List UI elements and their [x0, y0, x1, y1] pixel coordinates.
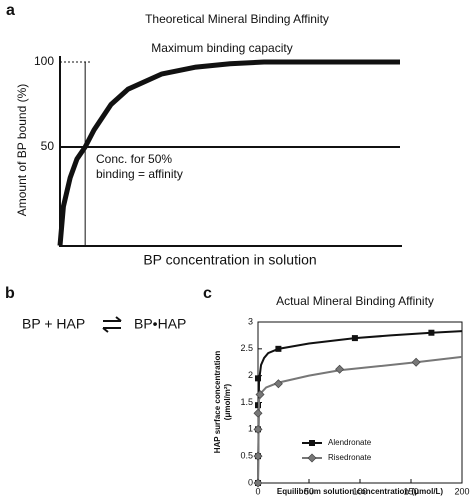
y-tick-label: 0	[248, 477, 253, 487]
y-tick-label: 2	[248, 370, 253, 380]
marker	[275, 345, 282, 352]
marker	[255, 389, 265, 399]
y-tick-label: 2.5	[240, 343, 253, 353]
panel-label: b	[5, 285, 15, 302]
chart-title: Theoretical Mineral Binding Affinity	[145, 12, 329, 26]
fit-line	[257, 355, 463, 484]
y-tick-label: 1.5	[240, 397, 253, 407]
y-tick-label: 50	[41, 139, 55, 153]
x-tick-label: 50	[304, 486, 314, 496]
legend-marker	[307, 453, 317, 463]
y-axis-label: Amount of BP bound (%)	[15, 84, 29, 217]
marker	[428, 329, 435, 336]
marker	[335, 364, 345, 374]
x-tick-label: 0	[255, 486, 260, 496]
annotation: Conc. for 50%	[96, 152, 172, 166]
x-axis-label: BP concentration in solution	[143, 252, 316, 268]
y-tick-label: 100	[34, 54, 54, 68]
reactants: BP + HAP	[22, 316, 85, 332]
binding-curve	[57, 59, 400, 246]
x-tick-label: 200	[454, 486, 469, 496]
marker	[253, 478, 263, 488]
y-tick-label: 0.5	[240, 451, 253, 461]
legend-marker	[309, 440, 315, 446]
y-tick-label: 3	[248, 316, 253, 326]
y-tick-label: 1	[248, 424, 253, 434]
x-axis-label: Equilibrium solution concentration (μmol…	[277, 487, 444, 496]
annotation: Maximum binding capacity	[151, 41, 292, 55]
equilibrium-arrows	[102, 316, 122, 333]
marker	[253, 424, 263, 434]
annotation: binding = affinity	[96, 167, 183, 181]
legend-label: Alendronate	[328, 438, 372, 447]
panel-label: c	[203, 285, 212, 302]
marker	[253, 408, 263, 418]
x-tick-label: 100	[352, 486, 367, 496]
product: BP•HAP	[134, 316, 186, 332]
y-axis-label: (μmol/m²)	[223, 383, 232, 420]
marker	[253, 451, 263, 461]
panel-label: a	[6, 2, 15, 19]
x-tick-label: 150	[403, 486, 418, 496]
chart-title: Actual Mineral Binding Affinity	[276, 294, 434, 308]
marker	[273, 379, 283, 389]
marker	[351, 335, 358, 342]
legend-label: Risedronate	[328, 453, 372, 462]
marker	[411, 357, 421, 367]
y-axis-label: HAP surface concentration	[213, 351, 222, 454]
marker	[255, 375, 261, 382]
